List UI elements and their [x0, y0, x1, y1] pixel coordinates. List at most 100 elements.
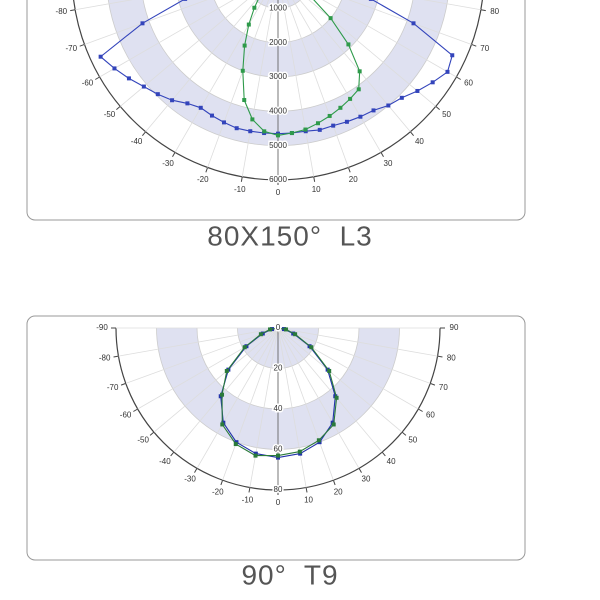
- spoke: [277, 327, 383, 453]
- angle-tick: [480, 9, 486, 12]
- data-point: [331, 422, 336, 427]
- angle-tick: [418, 408, 423, 412]
- data-point: [334, 395, 339, 400]
- angle-tick: [437, 355, 443, 358]
- angle-tick: [70, 9, 76, 12]
- data-point: [357, 69, 362, 74]
- angle-tick: [410, 131, 415, 136]
- angle-tick: [120, 382, 126, 386]
- angle-tick: [220, 480, 224, 486]
- angle-tick-label: -50: [104, 110, 116, 119]
- spoke: [84, 0, 208, 45]
- angle-tick: [113, 355, 119, 358]
- spoke: [277, 327, 403, 433]
- data-point: [317, 127, 322, 132]
- data-point: [246, 22, 251, 27]
- angle-tick-label: -40: [131, 137, 143, 146]
- spoke: [277, 327, 431, 384]
- data-point: [140, 21, 145, 26]
- data-point: [346, 42, 351, 47]
- angle-tick: [248, 487, 251, 493]
- spoke: [196, 327, 279, 469]
- data-point: [233, 442, 238, 447]
- data-point: [348, 96, 353, 101]
- spoke: [287, 0, 349, 168]
- angle-tick-label: 0: [276, 498, 281, 507]
- spoke: [118, 327, 279, 357]
- spoke: [348, 0, 472, 45]
- ring-band: [108, 0, 448, 146]
- data-point: [327, 368, 332, 373]
- angle-tick-label: -80: [99, 353, 111, 362]
- data-point: [155, 92, 160, 97]
- spoke: [277, 327, 419, 410]
- angle-tick: [456, 76, 461, 80]
- angle-tick: [313, 176, 316, 182]
- data-point: [252, 5, 257, 10]
- angle-tick-label: -20: [212, 488, 224, 497]
- data-point: [242, 345, 247, 350]
- angle-tick-label: 0: [276, 188, 281, 197]
- data-point: [98, 54, 103, 59]
- angle-tick-label: 70: [480, 44, 489, 53]
- data-point: [220, 422, 225, 427]
- radial-tick-label: 20: [274, 364, 283, 373]
- data-point: [450, 53, 455, 58]
- chart-title: 90° T9: [241, 559, 338, 590]
- spoke: [99, 0, 234, 78]
- radial-tick-label: 40: [274, 404, 283, 413]
- angle-tick-label: -10: [242, 495, 254, 504]
- radial-tick-label: 5000: [269, 141, 287, 150]
- data-point: [242, 43, 247, 48]
- data-point: [242, 98, 247, 103]
- data-point: [386, 103, 391, 108]
- data-point: [276, 455, 280, 460]
- data-point: [315, 121, 320, 126]
- data-point: [338, 105, 343, 110]
- data-point: [411, 21, 416, 26]
- angle-tick-label: -90: [96, 323, 108, 332]
- angle-tick: [381, 451, 386, 457]
- angle-tick-label: 80: [490, 7, 499, 16]
- data-point: [303, 127, 308, 132]
- data-point: [234, 126, 239, 131]
- spoke: [277, 327, 334, 481]
- radial-tick-label: 1000: [269, 3, 287, 12]
- ring-band: [178, 0, 378, 77]
- data-point: [297, 449, 302, 454]
- angle-tick-label: -80: [56, 7, 68, 16]
- data-point: [368, 0, 373, 1]
- spoke: [222, 327, 279, 481]
- angle-tick: [332, 480, 336, 486]
- angle-tick-label: -30: [184, 475, 196, 484]
- angle-tick: [435, 106, 440, 111]
- data-point: [331, 123, 336, 128]
- spoke: [249, 327, 279, 488]
- data-point: [309, 345, 314, 350]
- angle-tick-label: -70: [107, 383, 119, 392]
- angle-tick: [95, 76, 100, 80]
- spoke: [241, 0, 274, 177]
- spoke: [308, 0, 437, 107]
- polar-plot: -80 -70 -60 -50 -40 -30 -20 -10 0 10 20 30 40 50 60 70 8…: [56, 0, 500, 197]
- data-point: [415, 88, 420, 93]
- angle-tick-label: 50: [408, 436, 417, 445]
- radial-tick-label: 4000: [269, 106, 287, 115]
- spoke: [322, 0, 457, 78]
- angle-tick-label: -10: [234, 185, 246, 194]
- data-point: [316, 438, 321, 443]
- angle-tick: [170, 451, 175, 457]
- angle-tick-label: 40: [415, 137, 424, 146]
- data-point: [141, 84, 146, 89]
- data-point: [356, 87, 361, 92]
- angle-tick-label: -50: [137, 436, 149, 445]
- angle-tick-label: 10: [304, 495, 313, 504]
- angle-tick: [116, 106, 121, 111]
- data-point: [126, 76, 131, 81]
- angle-tick-label: 10: [312, 185, 321, 194]
- angle-tick-label: 30: [362, 475, 371, 484]
- data-point: [293, 332, 298, 337]
- data-point: [248, 129, 253, 134]
